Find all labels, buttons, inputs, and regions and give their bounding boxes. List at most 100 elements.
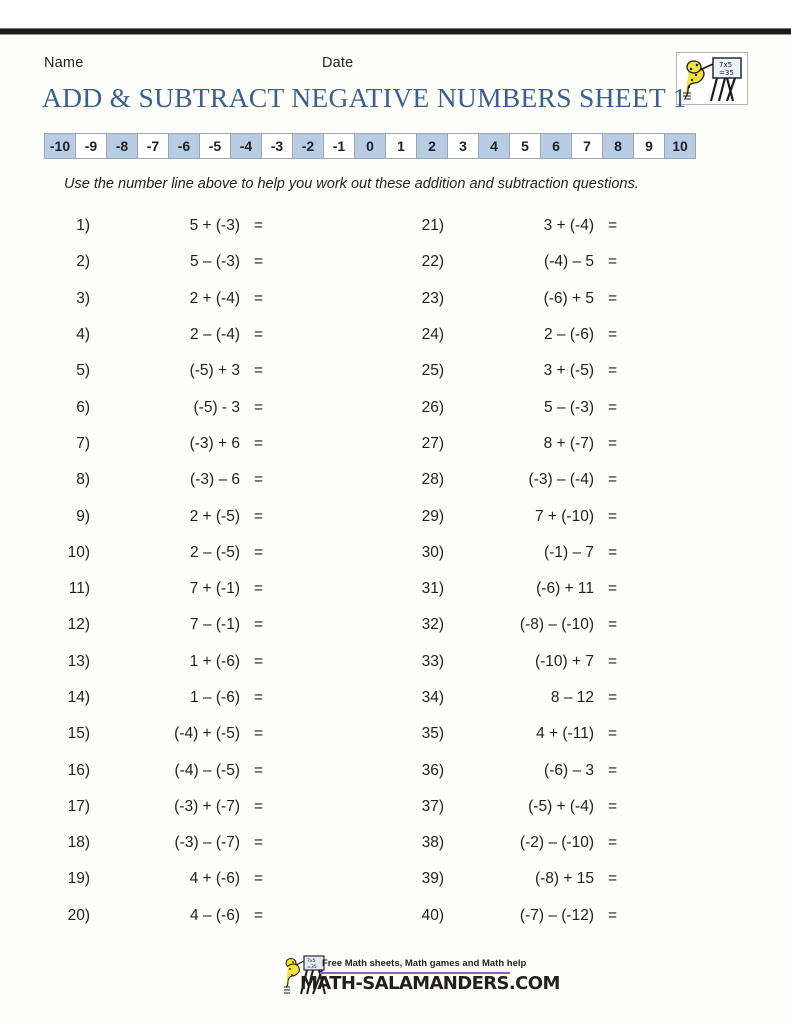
question-row: 8) (-3) – 6 = [48,462,284,498]
equals-sign: = [608,761,618,779]
question-number: 12) [67,616,90,634]
question-expression: (-1) – 7 [544,543,594,561]
footer-domain-text: MATH-SALAMANDERS.COM [300,973,560,994]
equals-sign: = [608,326,618,344]
question-row: 30) (-1) – 7 = [402,535,638,571]
question-number: 3) [76,289,90,307]
question-row: 20) 4 – (-6) = [48,898,284,934]
equals-sign: = [608,834,618,852]
question-row: 15) (-4) + (-5) = [48,716,284,752]
svg-text:7x5: 7x5 [719,61,732,69]
svg-text:=35: =35 [307,964,317,970]
question-expression: 7 – (-1) [190,616,240,634]
question-row: 22) (-4) – 5 = [402,244,638,280]
equals-sign: = [254,689,264,706]
question-number: 6) [76,398,90,416]
equals-sign: = [254,507,264,525]
question-row: 12) 7 – (-1) = [48,607,284,643]
question-number: 5) [76,362,90,380]
question-row: 3) 2 + (-4) = [48,281,284,317]
svg-text:7x5: 7x5 [307,958,316,964]
question-number: 8) [76,471,90,489]
question-expression: (-5) - 3 [193,398,241,416]
question-row: 23) (-6) + 5 = [402,281,638,317]
question-expression: 2 – (-4) [190,326,240,344]
question-row: 5) (-5) + 3 = [48,353,284,389]
question-expression: 7 + (-10) [534,507,594,525]
question-row: 31) (-6) + 11 = [402,571,638,607]
question-expression: 4 – (-6) [190,906,240,924]
equals-sign: = [254,398,264,416]
number-line-cell: -1 [323,133,355,159]
equals-sign: = [254,543,264,561]
question-row: 32) (-8) – (-10) = [402,607,638,643]
equals-sign: = [608,289,618,307]
equals-sign: = [608,725,618,743]
instruction-text: Use the number line above to help you wo… [64,176,639,192]
question-expression: 8 + (-7) [543,434,594,452]
question-row: 24) 2 – (-6) = [402,317,638,353]
worksheet-footer: 7x5 =35 Free Math sheets, Math games and… [0,954,791,1014]
footer-salamander-easel-logo-icon: 7x5 =35 [282,954,328,996]
question-number: 25) [421,362,444,380]
number-line: -10 -9 -8 -7 -6 -5 -4 -3 -2 -1 0 1 2 3 4 5 6 7 8 9 10 [44,133,696,159]
question-number: 15) [67,725,90,743]
number-line-cell: 10 [664,133,696,159]
equals-sign: = [254,906,264,924]
equals-sign: = [254,326,264,344]
question-expression: 5 – (-3) [544,398,594,416]
question-expression: 3 + (-5) [543,362,594,380]
question-row: 34) 8 – 12 = [402,680,638,716]
question-row: 1) 5 + (-3) = [48,208,284,244]
number-line-cell: -4 [230,133,262,159]
question-number: 22) [421,253,444,271]
question-number: 21) [421,217,444,235]
number-line-cell: -10 [44,133,76,159]
question-number: 10) [67,543,90,561]
question-number: 9) [76,507,90,525]
equals-sign: = [608,507,618,525]
equals-sign: = [254,362,264,380]
page-top-edge-bar [0,28,791,35]
question-expression: (-3) – (-4) [528,471,594,489]
equals-sign: = [608,580,618,598]
question-number: 23) [421,289,444,307]
question-row: 35) 4 + (-11) = [402,716,638,752]
question-number: 38) [421,834,444,852]
worksheet-header: Name Date 7x5 =35 [0,46,791,106]
equals-sign: = [608,870,618,888]
equals-sign: = [608,543,618,561]
equals-sign: = [254,434,264,452]
number-line-cell: 6 [540,133,572,159]
equals-sign: = [608,652,618,670]
equals-sign: = [608,906,618,924]
equals-sign: = [254,253,264,271]
number-line-cell: -6 [168,133,200,159]
question-number: 28) [421,471,444,489]
equals-sign: = [254,616,264,634]
question-expression: (-3) + (-7) [174,797,240,815]
number-line-cell: 8 [602,133,634,159]
question-row: 29) 7 + (-10) = [402,498,638,534]
equals-sign: = [608,253,618,271]
question-expression: 3 + (-4) [543,217,594,235]
svg-text:=35: =35 [719,69,734,77]
question-row: 39) (-8) + 15 = [402,861,638,897]
question-row: 18) (-3) – (-7) = [48,825,284,861]
number-line-cell: 0 [354,133,386,159]
question-number: 20) [67,906,90,924]
question-row: 17) (-3) + (-7) = [48,789,284,825]
number-line-cell: 9 [633,133,665,159]
question-row: 21) 3 + (-4) = [402,208,638,244]
question-row: 13) 1 + (-6) = [48,644,284,680]
question-row: 26) 5 – (-3) = [402,389,638,425]
question-number: 26) [421,398,444,416]
name-label: Name [44,55,84,71]
number-line-cell: 3 [447,133,479,159]
question-row: 14) 1 – (-6) = [48,680,284,716]
question-number: 39) [421,870,444,888]
question-number: 29) [421,507,444,525]
question-expression: (-3) + 6 [189,434,240,452]
question-row: 19) 4 + (-6) = [48,861,284,897]
question-number: 33) [421,652,444,670]
